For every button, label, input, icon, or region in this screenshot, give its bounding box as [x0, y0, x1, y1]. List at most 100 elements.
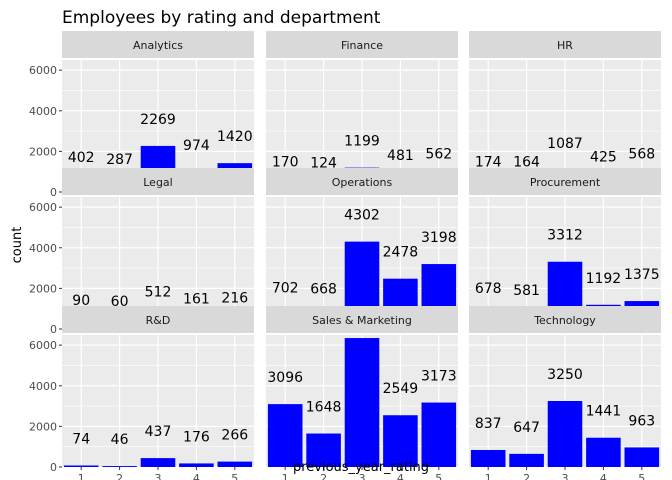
- x-tick-label: 4: [397, 472, 404, 480]
- strip-label-randd: R&D: [146, 314, 171, 327]
- y-tick-label: 6000: [29, 201, 57, 214]
- y-tick-label: 0: [50, 461, 57, 474]
- bar-label-finance-1: 170: [272, 155, 299, 171]
- bar-sales-and-marketing-1: [267, 404, 303, 467]
- bar-label-analytics-2: 287: [106, 152, 133, 168]
- x-tick-label: 3: [359, 472, 366, 480]
- bar-label-technology-5: 963: [628, 413, 655, 429]
- y-tick-label: 2000: [29, 420, 57, 433]
- bar-sales-and-marketing-4: [383, 415, 418, 467]
- strip-hr: [469, 31, 661, 58]
- bar-label-technology-1: 837: [475, 416, 502, 432]
- y-tick-label: 6000: [29, 339, 57, 352]
- bar-label-operations-2: 668: [310, 281, 337, 297]
- strip-analytics: [62, 31, 254, 58]
- bar-label-sales-and-marketing-5: 3173: [421, 369, 457, 385]
- y-tick-label: 6000: [29, 64, 57, 77]
- strip-label-finance: Finance: [341, 39, 383, 52]
- bar-label-legal-1: 90: [72, 293, 90, 309]
- bar-sales-and-marketing-3: [344, 338, 380, 467]
- bar-sales-and-marketing-2: [306, 433, 341, 467]
- x-tick-label: 3: [562, 472, 569, 480]
- bar-label-procurement-2: 581: [513, 283, 540, 299]
- strip-technology: [469, 306, 661, 333]
- panel-technology: Technology 837 647 3250 1441 963 1 2 3 4 5: [469, 306, 661, 480]
- bar-label-legal-4: 161: [183, 292, 210, 308]
- bar-label-procurement-3: 3312: [547, 228, 583, 244]
- y-tick-label: 4000: [29, 380, 57, 393]
- x-tick-label: 2: [523, 472, 530, 480]
- x-tick-label: 3: [155, 472, 162, 480]
- strip-procurement: [469, 168, 661, 195]
- bar-label-technology-3: 3250: [547, 367, 583, 383]
- bar-label-operations-4: 2478: [383, 245, 419, 261]
- x-tick-label: 4: [600, 472, 607, 480]
- x-tick-label: 1: [78, 472, 85, 480]
- strip-label-technology: Technology: [533, 314, 596, 327]
- bar-randd-5: [217, 461, 253, 467]
- strip-sales-and-marketing: [266, 306, 458, 333]
- panel-finance: Finance 170 124 1199 481 562: [266, 31, 458, 193]
- bar-label-hr-2: 164: [513, 155, 540, 171]
- bar-label-hr-1: 174: [475, 154, 502, 170]
- bar-technology-1: [470, 450, 506, 467]
- bar-randd-3: [140, 458, 176, 467]
- x-tick-label: 4: [193, 472, 200, 480]
- bar-label-legal-2: 60: [111, 294, 129, 310]
- bar-label-procurement-4: 1192: [586, 271, 622, 287]
- bar-label-procurement-5: 1375: [624, 267, 660, 283]
- bar-label-operations-3: 4302: [344, 208, 380, 224]
- bar-label-sales-and-marketing-2: 1648: [306, 400, 342, 416]
- bar-label-technology-2: 647: [513, 420, 540, 436]
- x-tick-label: 1: [485, 472, 492, 480]
- bar-technology-2: [509, 453, 544, 467]
- bar-label-randd-4: 176: [183, 429, 210, 445]
- x-axis-title: previous_year_rating: [293, 460, 429, 475]
- bar-label-finance-3: 1199: [344, 134, 380, 150]
- x-tick-label: 5: [435, 472, 442, 480]
- chart-title: Employees by rating and department: [62, 8, 381, 28]
- x-tick-label: 1: [282, 472, 289, 480]
- y-tick-label: 2000: [29, 282, 57, 295]
- bar-technology-4: [586, 437, 621, 467]
- panel-randd: R&D 74 46 437 176 266 0 2000 4000 6000 1 2 3 4 5: [29, 306, 254, 480]
- bar-label-legal-3: 512: [145, 285, 172, 301]
- bar-label-finance-5: 562: [425, 147, 452, 163]
- strip-legal: [62, 168, 254, 195]
- y-tick-label: 4000: [29, 242, 57, 255]
- strip-label-procurement: Procurement: [530, 176, 601, 189]
- strip-operations: [266, 168, 458, 195]
- bar-sales-and-marketing-5: [421, 402, 457, 467]
- y-tick-label: 0: [50, 186, 57, 199]
- bar-label-operations-5: 3198: [421, 230, 457, 246]
- bar-label-hr-5: 568: [628, 146, 655, 162]
- bar-label-sales-and-marketing-1: 3096: [267, 370, 303, 386]
- strip-label-operations: Operations: [332, 176, 393, 189]
- x-tick-label: 2: [116, 472, 123, 480]
- bar-label-sales-and-marketing-4: 2549: [383, 381, 419, 397]
- strip-randd: [62, 306, 254, 333]
- bar-label-analytics-3: 2269: [140, 112, 176, 128]
- bar-label-randd-2: 46: [111, 432, 129, 448]
- panel-hr: HR 174 164 1087 425 568: [469, 31, 661, 193]
- y-tick-label: 0: [50, 323, 57, 336]
- bar-label-legal-5: 216: [221, 291, 248, 307]
- bar-randd-2: [102, 466, 137, 467]
- strip-label-hr: HR: [557, 39, 573, 52]
- bar-randd-4: [179, 463, 214, 467]
- x-tick-label: 5: [638, 472, 645, 480]
- bar-label-procurement-1: 678: [475, 281, 502, 297]
- y-axis-title: count: [10, 227, 25, 264]
- bar-label-randd-3: 437: [145, 424, 172, 440]
- bar-label-technology-4: 1441: [586, 404, 622, 420]
- x-tick-label: 2: [320, 472, 327, 480]
- bar-label-randd-5: 266: [221, 428, 248, 444]
- strip-finance: [266, 31, 458, 58]
- y-tick-label: 2000: [29, 145, 57, 158]
- bar-label-randd-1: 74: [72, 431, 90, 447]
- bar-randd-1: [63, 465, 99, 467]
